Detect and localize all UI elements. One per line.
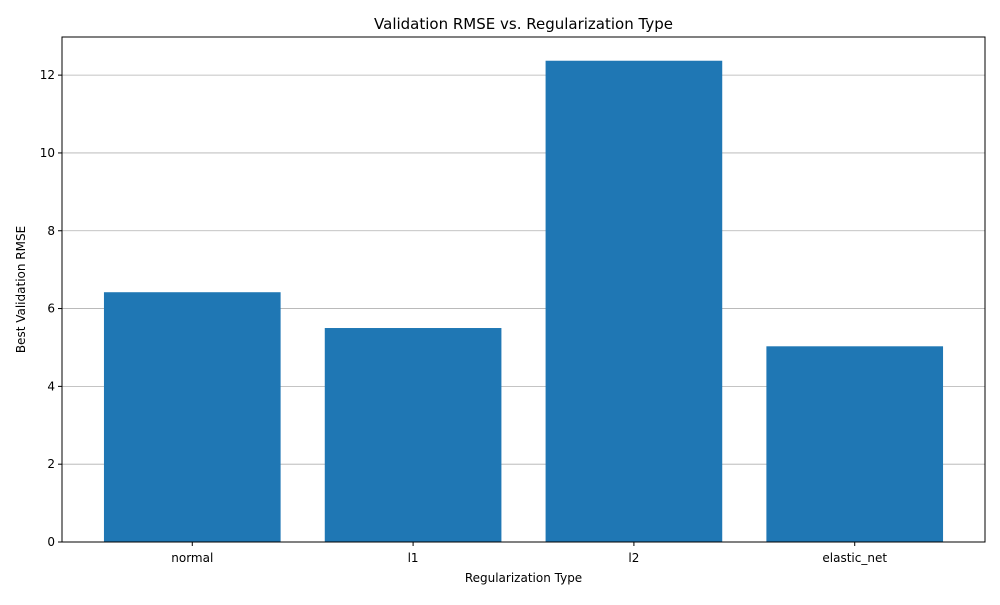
x-tick-label: l2 <box>628 551 639 565</box>
x-axis-ticks: normal l1 l2 elastic_net <box>171 542 887 565</box>
plot-frame <box>61 36 986 543</box>
bar-elastic_net <box>766 346 944 542</box>
chart-title: Validation RMSE vs. Regularization Type <box>374 15 673 33</box>
x-axis-label: Regularization Type <box>465 571 582 585</box>
y-tick-label: 6 <box>47 302 55 316</box>
x-tick-label: elastic_net <box>822 551 887 565</box>
y-tick-label: 4 <box>47 379 55 393</box>
y-tick-label: 12 <box>40 68 55 82</box>
y-tick-label: 0 <box>47 535 55 549</box>
bars <box>103 60 944 542</box>
x-tick-label: l1 <box>408 551 419 565</box>
y-tick-label: 8 <box>47 224 55 238</box>
y-axis-label: Best Validation RMSE <box>14 226 28 353</box>
x-tick-label: normal <box>171 551 213 565</box>
bar-l2 <box>545 60 723 542</box>
y-tick-label: 10 <box>40 146 55 160</box>
y-tick-label: 2 <box>47 457 55 471</box>
y-axis-ticks: 0 2 4 6 8 10 12 <box>40 68 62 549</box>
bar-l1 <box>324 328 502 542</box>
bar-normal <box>103 292 281 542</box>
